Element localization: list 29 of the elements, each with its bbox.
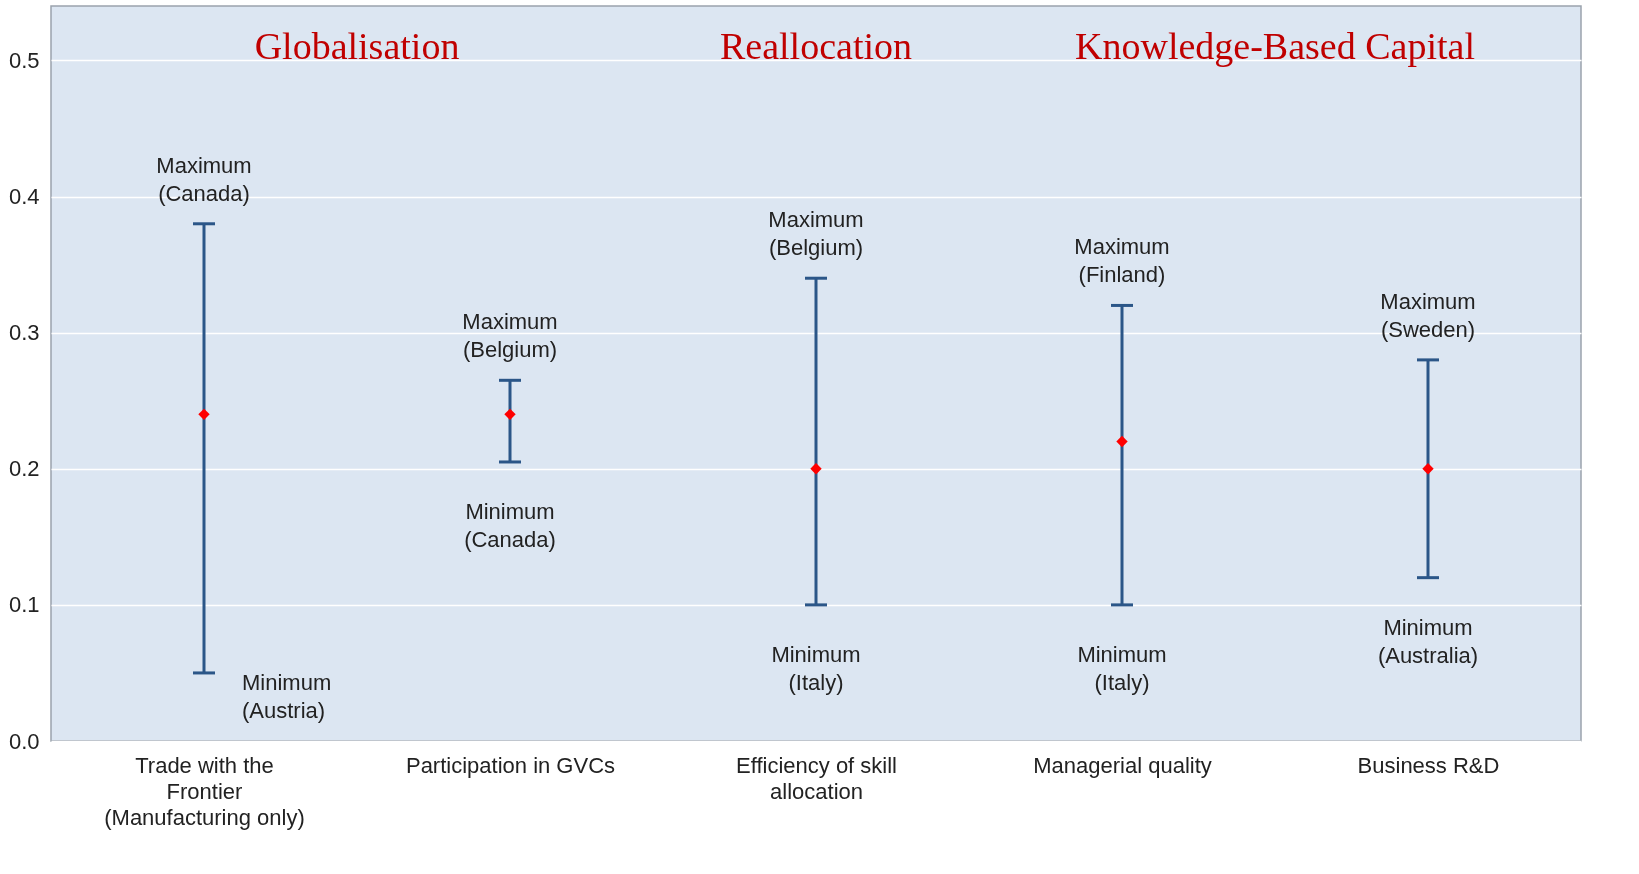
annotation: Maximum (Belgium) [768, 207, 864, 261]
point [504, 408, 516, 421]
annotation: Reallocation [719, 25, 913, 67]
point [198, 408, 210, 421]
annotation: Maximum (Canada) [156, 152, 252, 206]
annotation: Minimum (Canada) [464, 498, 556, 552]
y-tick-label: 0.5 [8, 47, 40, 73]
x-tick-label: Efficiency of skill allocation [736, 752, 897, 804]
y-tick-label: 0.4 [8, 184, 40, 210]
x-tick-label: Managerial quality [1033, 752, 1212, 778]
annotation: Minimum (Australia) [1377, 614, 1479, 668]
point [1116, 435, 1128, 448]
point [810, 463, 822, 475]
y-tick-label: 0.1 [8, 592, 40, 618]
annotation: Minimum (Austria) [242, 669, 332, 723]
x-tick-label: Trade with the Frontier (Manufacturing only) [104, 752, 305, 830]
annotation: Maximum (Finland) [1074, 234, 1170, 288]
annotation: Maximum (Belgium) [462, 309, 558, 363]
y-tick-label: 0.2 [8, 456, 40, 482]
annotation: Globalisation [254, 25, 460, 67]
annotation: Knowledge-Based Capital [1075, 25, 1475, 67]
annotation: Minimum (Italy) [1077, 641, 1167, 695]
point [1422, 463, 1434, 475]
x-tick-label: Business R&D [1357, 752, 1500, 778]
annotation: Minimum (Italy) [771, 641, 861, 695]
y-tick-label: 0.3 [8, 320, 40, 346]
x-tick-label: Participation in GVCs [405, 752, 616, 778]
y-tick-label: 0.0 [8, 728, 40, 754]
annotation: Maximum (Sweden) [1380, 288, 1476, 342]
